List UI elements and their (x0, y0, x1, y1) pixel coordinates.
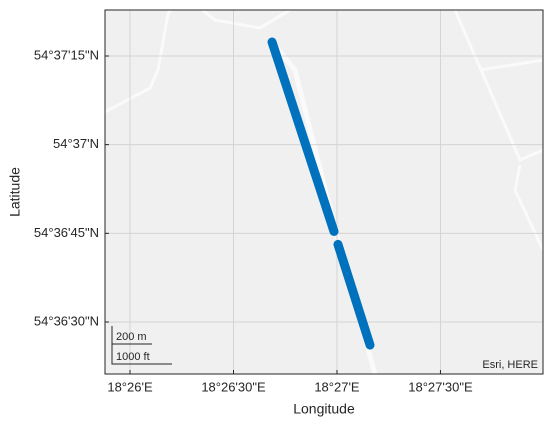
x-tick-label: 18°27'30"E (408, 379, 473, 394)
road (513, 164, 543, 251)
x-tick-label: 18°26'E (107, 379, 153, 394)
road (479, 58, 543, 72)
axes-box (104, 9, 544, 375)
attribution: Esri, HERE (482, 359, 538, 371)
scalebar-label: 200 m (116, 331, 147, 343)
road (453, 10, 543, 162)
x-axis-label: Longitude (293, 401, 355, 417)
y-tick-label: 54°37'15"N (34, 47, 99, 62)
road (200, 10, 291, 30)
y-axis-label: Latitude (7, 167, 23, 217)
road (105, 10, 173, 114)
y-tick-label: 54°36'30"N (34, 313, 99, 328)
x-tick-label: 18°27'E (314, 379, 360, 394)
scalebar-label: 1000 ft (116, 351, 150, 363)
scalebar (111, 326, 172, 365)
x-tick-label: 18°26'30"E (201, 379, 266, 394)
y-tick-label: 54°36'45"N (34, 225, 99, 240)
track-line (267, 37, 375, 350)
y-tick-label: 54°37'N (53, 136, 99, 151)
